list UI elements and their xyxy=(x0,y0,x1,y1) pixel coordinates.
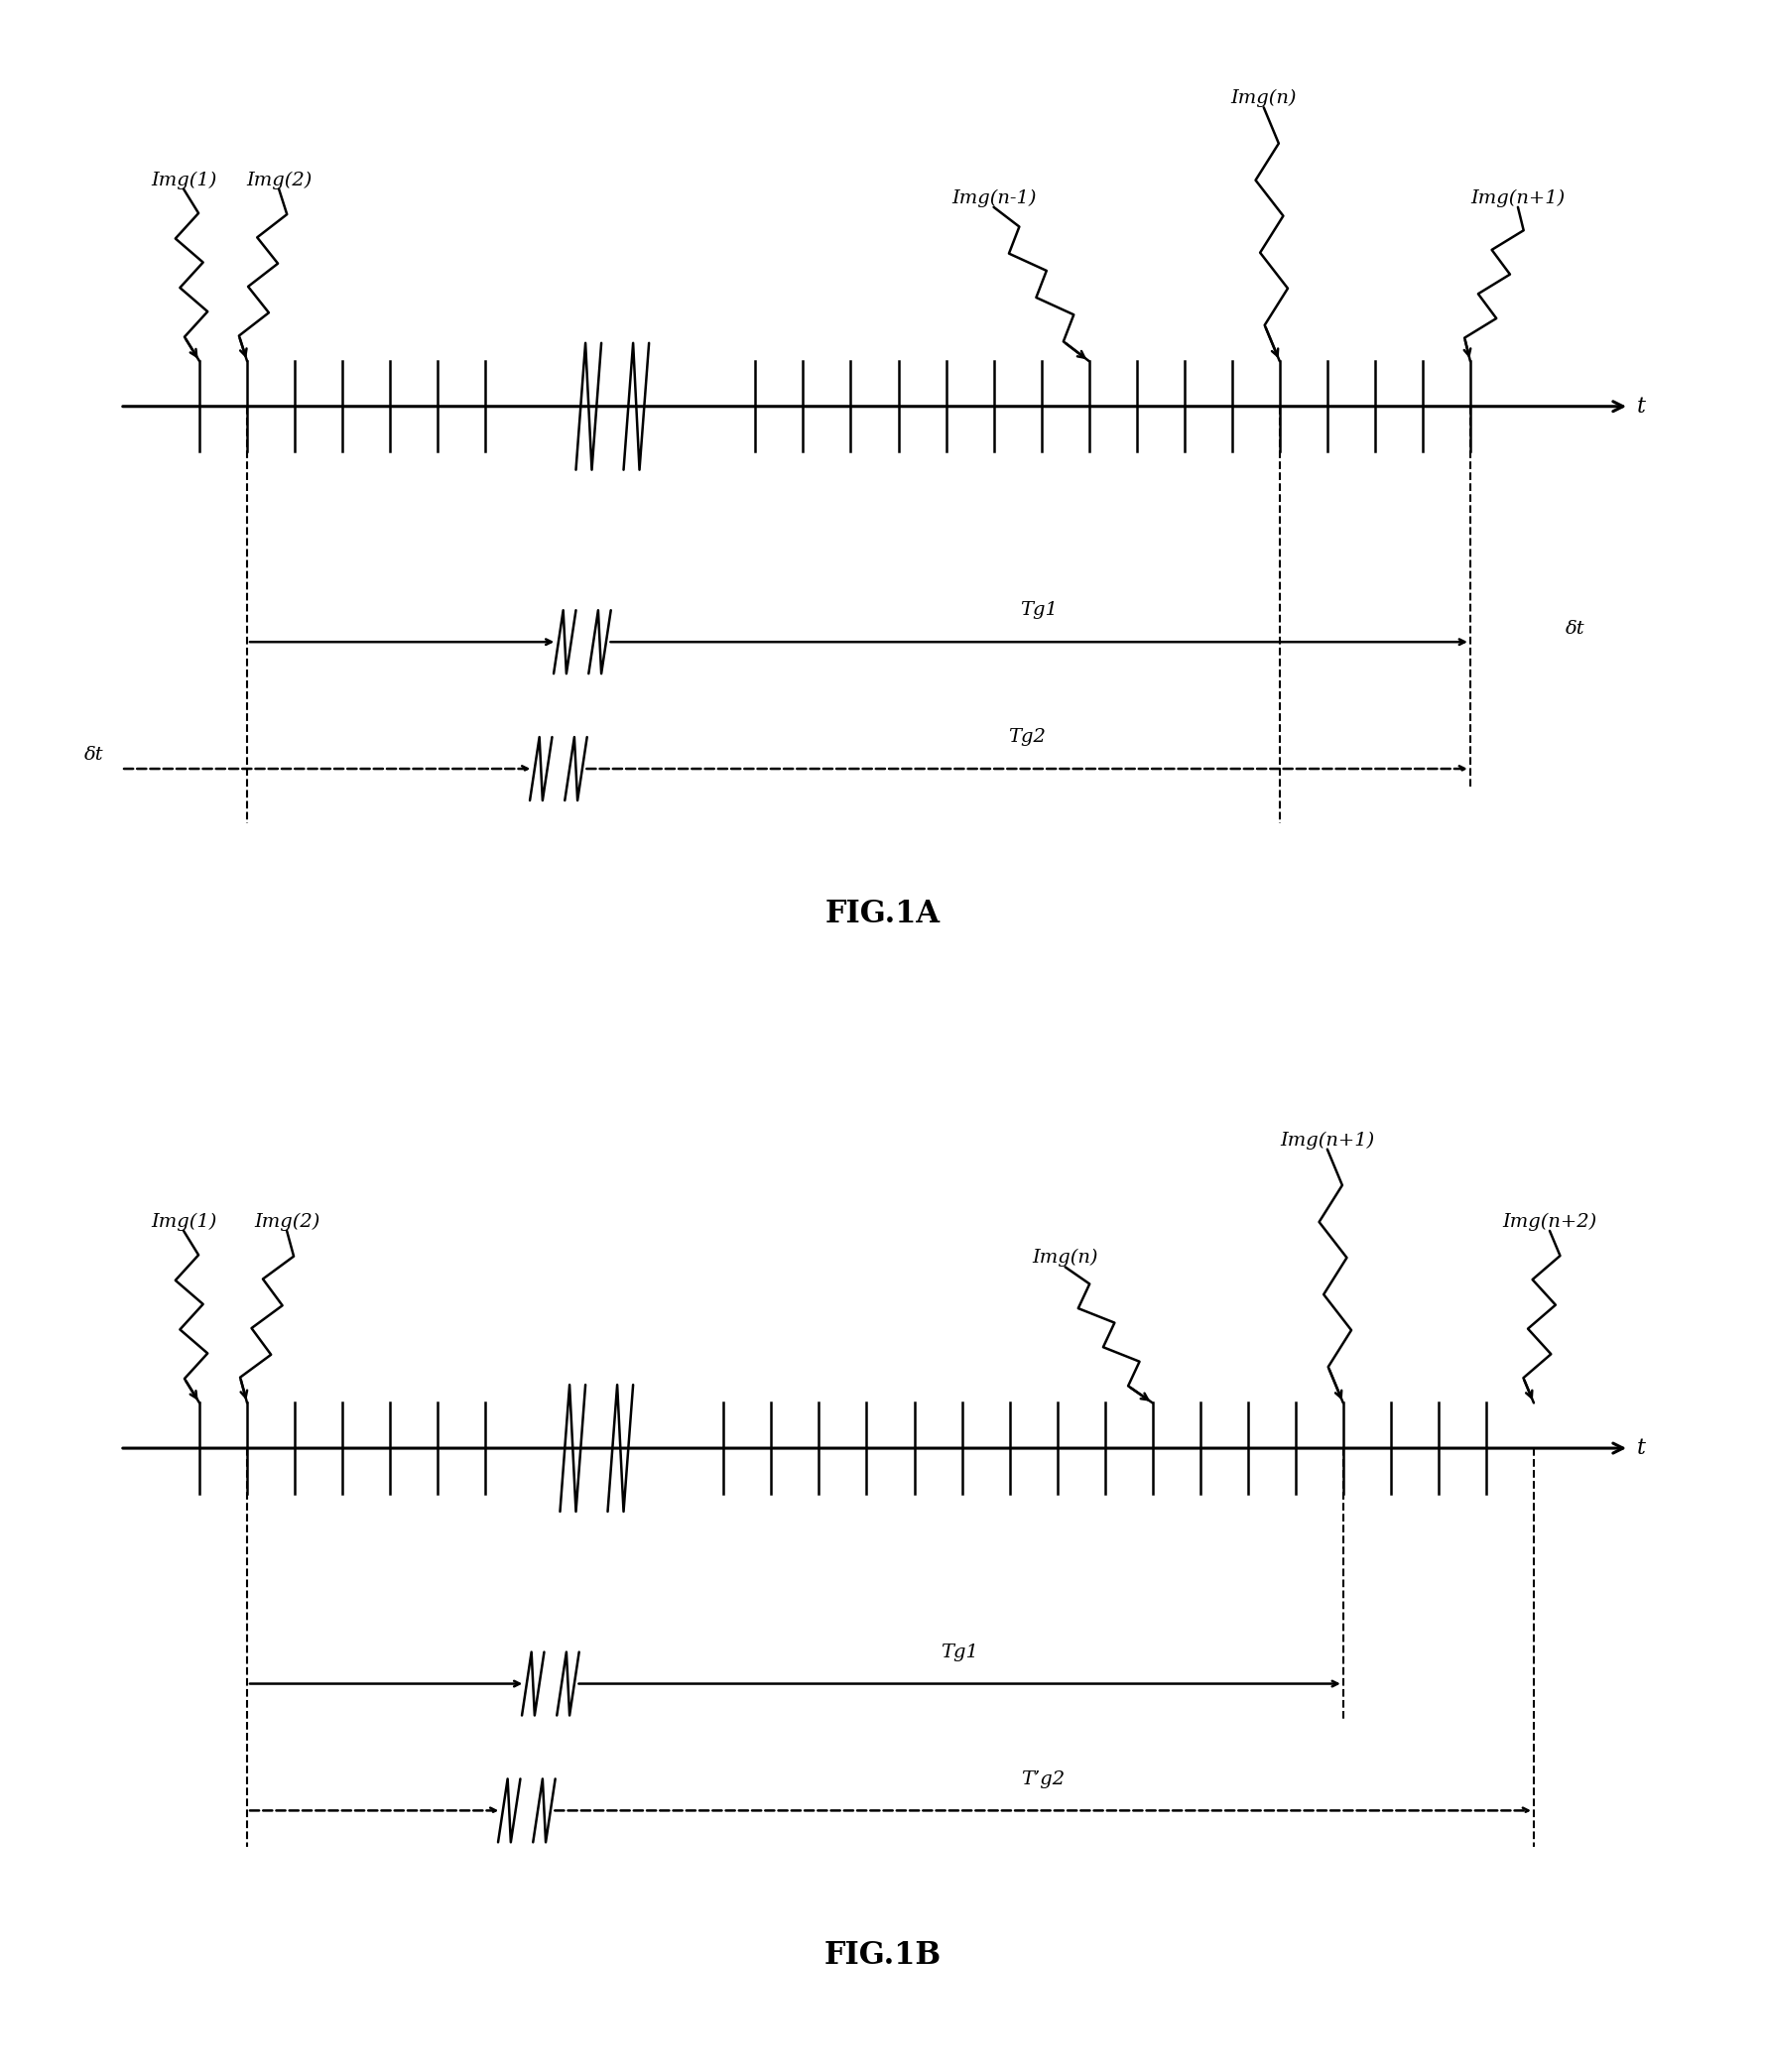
Text: Img(n): Img(n) xyxy=(1230,89,1297,108)
Text: Img(n-1): Img(n-1) xyxy=(951,189,1036,207)
Text: Tg1: Tg1 xyxy=(1020,601,1057,620)
Text: Tg2: Tg2 xyxy=(1008,727,1047,746)
Text: T’g2: T’g2 xyxy=(1020,1769,1064,1788)
Text: FIG.1B: FIG.1B xyxy=(824,1939,941,1970)
Text: Img(n+1): Img(n+1) xyxy=(1280,1131,1375,1150)
Text: Img(n): Img(n) xyxy=(1033,1249,1098,1266)
Text: δt: δt xyxy=(85,746,104,765)
Text: Img(n+1): Img(n+1) xyxy=(1470,189,1566,207)
Text: δt: δt xyxy=(1566,620,1585,638)
Text: t: t xyxy=(1636,396,1647,416)
Text: Img(2): Img(2) xyxy=(254,1212,319,1231)
Text: FIG.1A: FIG.1A xyxy=(824,899,941,928)
Text: Tg1: Tg1 xyxy=(941,1643,978,1662)
Text: Img(n+2): Img(n+2) xyxy=(1502,1212,1597,1231)
Text: Img(1): Img(1) xyxy=(150,1212,217,1231)
Text: t: t xyxy=(1636,1438,1647,1459)
Text: Img(1): Img(1) xyxy=(150,170,217,189)
Text: Img(2): Img(2) xyxy=(245,170,312,189)
